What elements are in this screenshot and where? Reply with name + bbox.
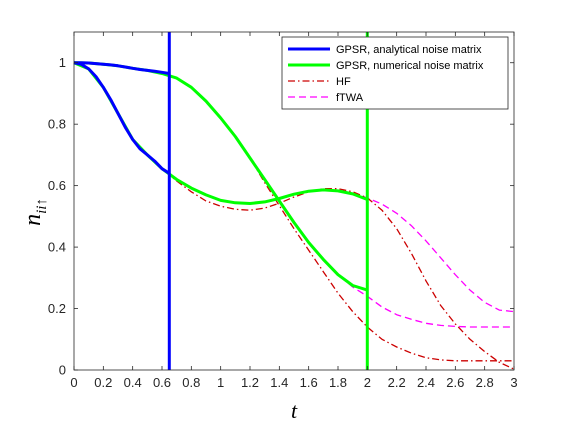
- x-tick-label: 0: [70, 375, 77, 390]
- y-axis-label-sub: ii↑: [34, 198, 50, 214]
- x-tick-label: 1.4: [270, 375, 288, 390]
- x-tick-label: 0.4: [124, 375, 142, 390]
- legend-label-2: GPSR, numerical noise matrix: [336, 60, 484, 72]
- x-tick-label: 1: [217, 375, 224, 390]
- axis-ticks: 0 0.2 0.4 0.6 0.8 1 1.2 1.4 1.6 1.8 2 2.2 2.4 2.6 2.8 3…: [48, 32, 518, 390]
- x-tick-label: 0.8: [182, 375, 200, 390]
- legend: GPSR, analytical noise matrix GPSR, numer…: [281, 36, 509, 110]
- x-tick-label: 2.4: [417, 375, 435, 390]
- y-tick-label: 0.4: [48, 240, 66, 255]
- plot-frame: [73, 31, 515, 371]
- legend-label-1: GPSR, analytical noise matrix: [336, 44, 482, 56]
- legend-label-3: HF: [336, 76, 351, 88]
- x-tick-label: 2: [364, 375, 371, 390]
- y-axis-label-base: n: [20, 214, 46, 226]
- x-tick-label: 1.8: [329, 375, 347, 390]
- series-line-4-curve-1: [73, 62, 515, 313]
- series-line-1-curve-1: [73, 61, 171, 175]
- x-tick-label: 0.2: [94, 375, 112, 390]
- y-tick-label: 0.8: [48, 117, 66, 132]
- legend-label-4: fTWA: [336, 92, 364, 104]
- legend-entries: GPSR, analytical noise matrix GPSR, numer…: [288, 44, 484, 104]
- x-tick-label: 0.6: [153, 375, 171, 390]
- y-tick-label: 0.2: [48, 301, 66, 316]
- y-axis-label: nii↑: [20, 198, 50, 226]
- x-axis-label: t: [291, 398, 298, 423]
- x-tick-label: 1.2: [241, 375, 259, 390]
- x-tick-label: 2.8: [476, 375, 494, 390]
- series-line-1-curve-2: [74, 61, 170, 75]
- y-tick-label: 0: [59, 363, 66, 378]
- y-tick-label: 0.6: [48, 178, 66, 193]
- x-tick-label: 2.6: [446, 375, 464, 390]
- x-tick-label: 1.6: [300, 375, 318, 390]
- x-tick-label: 3: [510, 375, 517, 390]
- y-tick-label: 1: [59, 55, 66, 70]
- x-tick-label: 2.2: [388, 375, 406, 390]
